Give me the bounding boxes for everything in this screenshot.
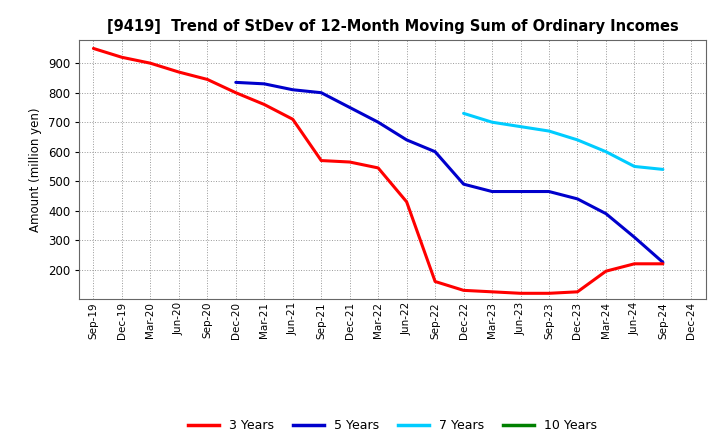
3 Years — [573, 289, 582, 294]
Title: [9419]  Trend of StDev of 12-Month Moving Sum of Ordinary Incomes: [9419] Trend of StDev of 12-Month Moving… — [107, 19, 678, 34]
7 Years — [602, 149, 611, 154]
5 Years — [346, 105, 354, 110]
7 Years — [516, 124, 525, 129]
5 Years — [374, 120, 382, 125]
3 Years — [174, 70, 183, 75]
Line: 3 Years: 3 Years — [94, 48, 663, 293]
Y-axis label: Amount (million yen): Amount (million yen) — [30, 107, 42, 231]
Line: 7 Years: 7 Years — [464, 114, 663, 169]
3 Years — [146, 61, 155, 66]
Legend: 3 Years, 5 Years, 7 Years, 10 Years: 3 Years, 5 Years, 7 Years, 10 Years — [183, 414, 602, 437]
7 Years — [573, 137, 582, 143]
5 Years — [260, 81, 269, 87]
3 Years — [659, 261, 667, 267]
3 Years — [431, 279, 439, 284]
5 Years — [516, 189, 525, 194]
5 Years — [232, 80, 240, 85]
3 Years — [459, 288, 468, 293]
3 Years — [203, 77, 212, 82]
7 Years — [630, 164, 639, 169]
5 Years — [602, 211, 611, 216]
5 Years — [630, 235, 639, 240]
5 Years — [573, 196, 582, 202]
3 Years — [545, 291, 554, 296]
3 Years — [487, 289, 496, 294]
3 Years — [630, 261, 639, 267]
3 Years — [117, 55, 126, 60]
5 Years — [659, 260, 667, 265]
3 Years — [232, 90, 240, 95]
5 Years — [431, 149, 439, 154]
5 Years — [317, 90, 325, 95]
7 Years — [659, 167, 667, 172]
3 Years — [402, 199, 411, 205]
Line: 5 Years: 5 Years — [236, 82, 663, 262]
5 Years — [487, 189, 496, 194]
3 Years — [260, 102, 269, 107]
5 Years — [402, 137, 411, 143]
7 Years — [459, 111, 468, 116]
7 Years — [545, 128, 554, 134]
5 Years — [545, 189, 554, 194]
5 Years — [289, 87, 297, 92]
3 Years — [289, 117, 297, 122]
3 Years — [317, 158, 325, 163]
3 Years — [89, 46, 98, 51]
5 Years — [459, 182, 468, 187]
3 Years — [346, 159, 354, 165]
3 Years — [374, 165, 382, 171]
3 Years — [516, 291, 525, 296]
7 Years — [487, 120, 496, 125]
3 Years — [602, 268, 611, 274]
